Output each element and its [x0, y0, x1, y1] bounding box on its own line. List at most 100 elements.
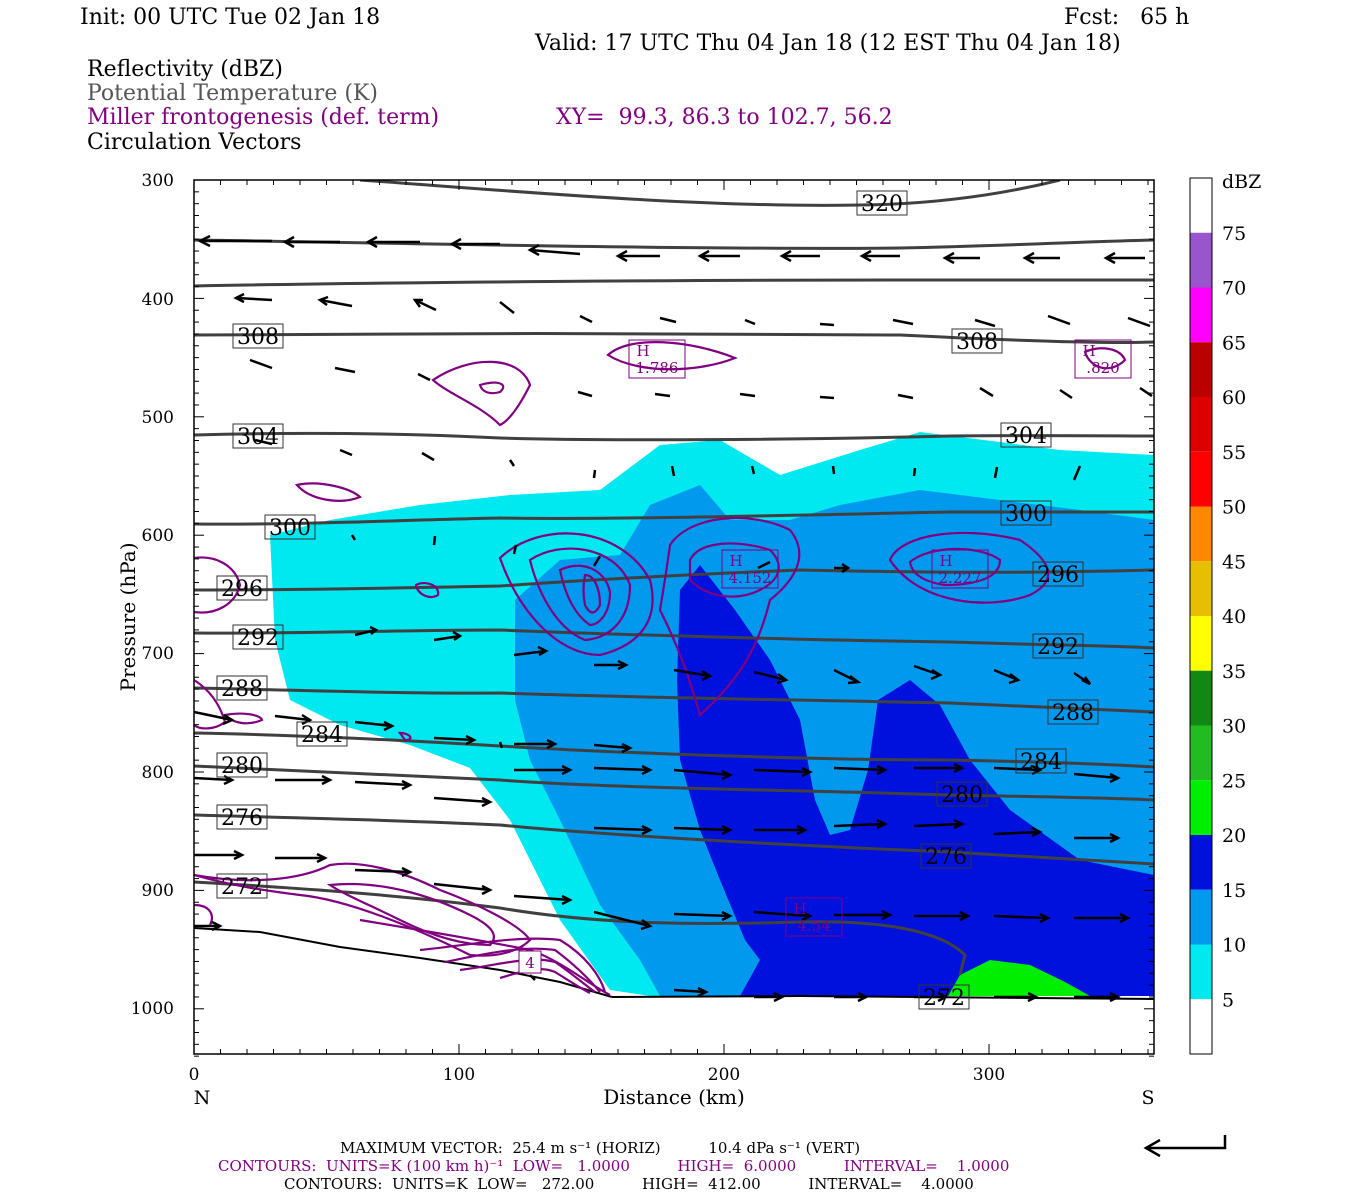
forecast-hour: Fcst: 65 h: [1064, 5, 1190, 30]
theta-contour-info: CONTOURS: UNITS=K LOW= 272.00 HIGH= 412.…: [284, 1175, 974, 1193]
colorbar-swatch: [1190, 889, 1212, 945]
terrain-blank: [194, 930, 1154, 1054]
theta-label: 288: [1052, 701, 1094, 726]
fronto-max-value: 4.54: [797, 917, 830, 935]
fronto-max-value: 1.786: [636, 359, 679, 377]
theta-label-box: [216, 675, 268, 701]
reflectivity-15dbz-area: [677, 565, 1154, 996]
max-vector-text: MAXIMUM VECTOR: 25.4 m s⁻¹ (HORIZ) 10.4 …: [340, 1139, 861, 1157]
fronto-max-box: [931, 549, 989, 589]
x-tick-label: 200: [708, 1065, 740, 1085]
valid-time: Valid: 17 UTC Thu 04 Jan 18 (12 EST Thu …: [535, 31, 1121, 56]
colorbar-swatch: [1190, 944, 1212, 1000]
theta-label-group: 320 308 308 304 304 300 300 296 296 292 292 288 288 2…: [216, 190, 1099, 1011]
theta-label-box: [1032, 561, 1084, 587]
theta-label: 280: [221, 754, 263, 779]
colorbar-swatch: [1190, 287, 1212, 343]
theta-label: 304: [1005, 424, 1047, 449]
theta-label: 304: [237, 425, 279, 450]
theta-label-box: [936, 781, 988, 807]
terrain-line: [194, 927, 613, 998]
theta-label-box: [1000, 422, 1052, 448]
colorbar-level-label: 65: [1222, 332, 1246, 354]
y-tick-label: 600: [142, 526, 174, 546]
theta-label-box: [1047, 699, 1099, 725]
x-tick-label: 0: [189, 1065, 200, 1085]
fronto-max-marker: H: [729, 552, 742, 570]
fronto-max-marker: H: [1082, 342, 1095, 360]
theta-label-box: [920, 843, 972, 869]
colorbar-swatch: [1190, 616, 1212, 671]
fronto-contour-label: 4: [525, 954, 535, 972]
theta-label-box: [216, 752, 268, 778]
theta-label: 292: [237, 626, 279, 651]
colorbar-level-label: 40: [1222, 606, 1246, 628]
colorbar-swatch: [1190, 561, 1212, 616]
fronto-max-box: [721, 549, 779, 589]
x-tick-label: 300: [973, 1065, 1005, 1085]
theta-label-box: [918, 984, 970, 1010]
theta-label: 284: [301, 723, 343, 748]
fronto-contour-info: CONTOURS: UNITS=K (100 km h)⁻¹ LOW= 1.00…: [218, 1157, 1010, 1175]
fronto-max-value: .820: [1086, 359, 1119, 377]
fronto-max-marker: H: [636, 342, 649, 360]
colorbar-level-label: 20: [1222, 825, 1246, 847]
colorbar-swatch: [1190, 506, 1212, 562]
init-time: Init: 00 UTC Tue 02 Jan 18: [80, 5, 381, 30]
theta-label-box: [216, 804, 268, 830]
colorbar-level-label: 70: [1222, 278, 1246, 300]
theta-label: 276: [925, 845, 967, 870]
theta-label: 280: [941, 783, 983, 808]
colorbar-swatch: [1190, 725, 1212, 781]
circulation-vectors: [194, 234, 1153, 1003]
theta-label: 292: [1037, 635, 1079, 660]
theta-label: 320: [861, 192, 903, 217]
theta-label-box: [232, 323, 284, 349]
x-axis-title: Distance (km): [603, 1085, 745, 1109]
theta-label: 296: [1037, 563, 1079, 588]
colorbar-swatch: [1190, 397, 1212, 452]
fronto-max-marker: H: [939, 552, 952, 570]
colorbar-level-label: 75: [1222, 223, 1246, 245]
colorbar-unit: dBZ: [1222, 171, 1261, 193]
theta-label: 272: [923, 986, 965, 1011]
y-tick-label: 500: [142, 408, 174, 428]
fronto-max-box: [628, 339, 686, 379]
colorbar-level-label: 10: [1222, 935, 1246, 957]
theta-label: 300: [1005, 502, 1047, 527]
colorbar-swatch: [1190, 780, 1212, 835]
fronto-max-value: 2.227: [939, 569, 982, 587]
y-tick-label: 800: [142, 763, 174, 783]
fronto-max-marker: H: [793, 900, 806, 918]
colorbar-level-label: 60: [1222, 387, 1246, 409]
cross-section-endpoints: XY= 99.3, 86.3 to 102.7, 56.2: [556, 105, 893, 130]
theta-label-box: [216, 575, 268, 601]
y-axis-title: Pressure (hPa): [116, 543, 140, 692]
fronto-max-box: [785, 897, 843, 937]
colorbar-level-label: 5: [1222, 989, 1234, 1011]
colorbar-swatch: [1190, 451, 1212, 507]
axis-ticks: [193, 179, 1154, 1057]
theta-contours: [194, 180, 1154, 976]
field-frontogenesis: Miller frontogenesis (def. term): [87, 105, 440, 130]
theta-label-box: [1000, 500, 1052, 526]
theta-label-box: [856, 190, 908, 216]
theta-label-box: [1015, 748, 1067, 774]
theta-label: 308: [956, 330, 998, 355]
colorbar-level-label: 35: [1222, 661, 1246, 683]
colorbar-level-label: 30: [1222, 716, 1246, 738]
theta-label-box: [232, 423, 284, 449]
theta-label-box: [232, 624, 284, 650]
theta-label: 296: [221, 577, 263, 602]
y-tick-label: 300: [142, 171, 174, 191]
theta-label-box: [296, 721, 348, 747]
theta-label-box: [264, 514, 316, 540]
fronto-contour-box: [518, 950, 542, 974]
colorbar-swatch: [1190, 232, 1212, 288]
colorbar-swatch: [1190, 342, 1212, 397]
colorbar-level-label: 25: [1222, 770, 1246, 792]
reference-vector-icon: [1143, 1135, 1227, 1158]
colorbar-level-label: 45: [1222, 551, 1246, 573]
field-theta: Potential Temperature (K): [87, 81, 378, 106]
